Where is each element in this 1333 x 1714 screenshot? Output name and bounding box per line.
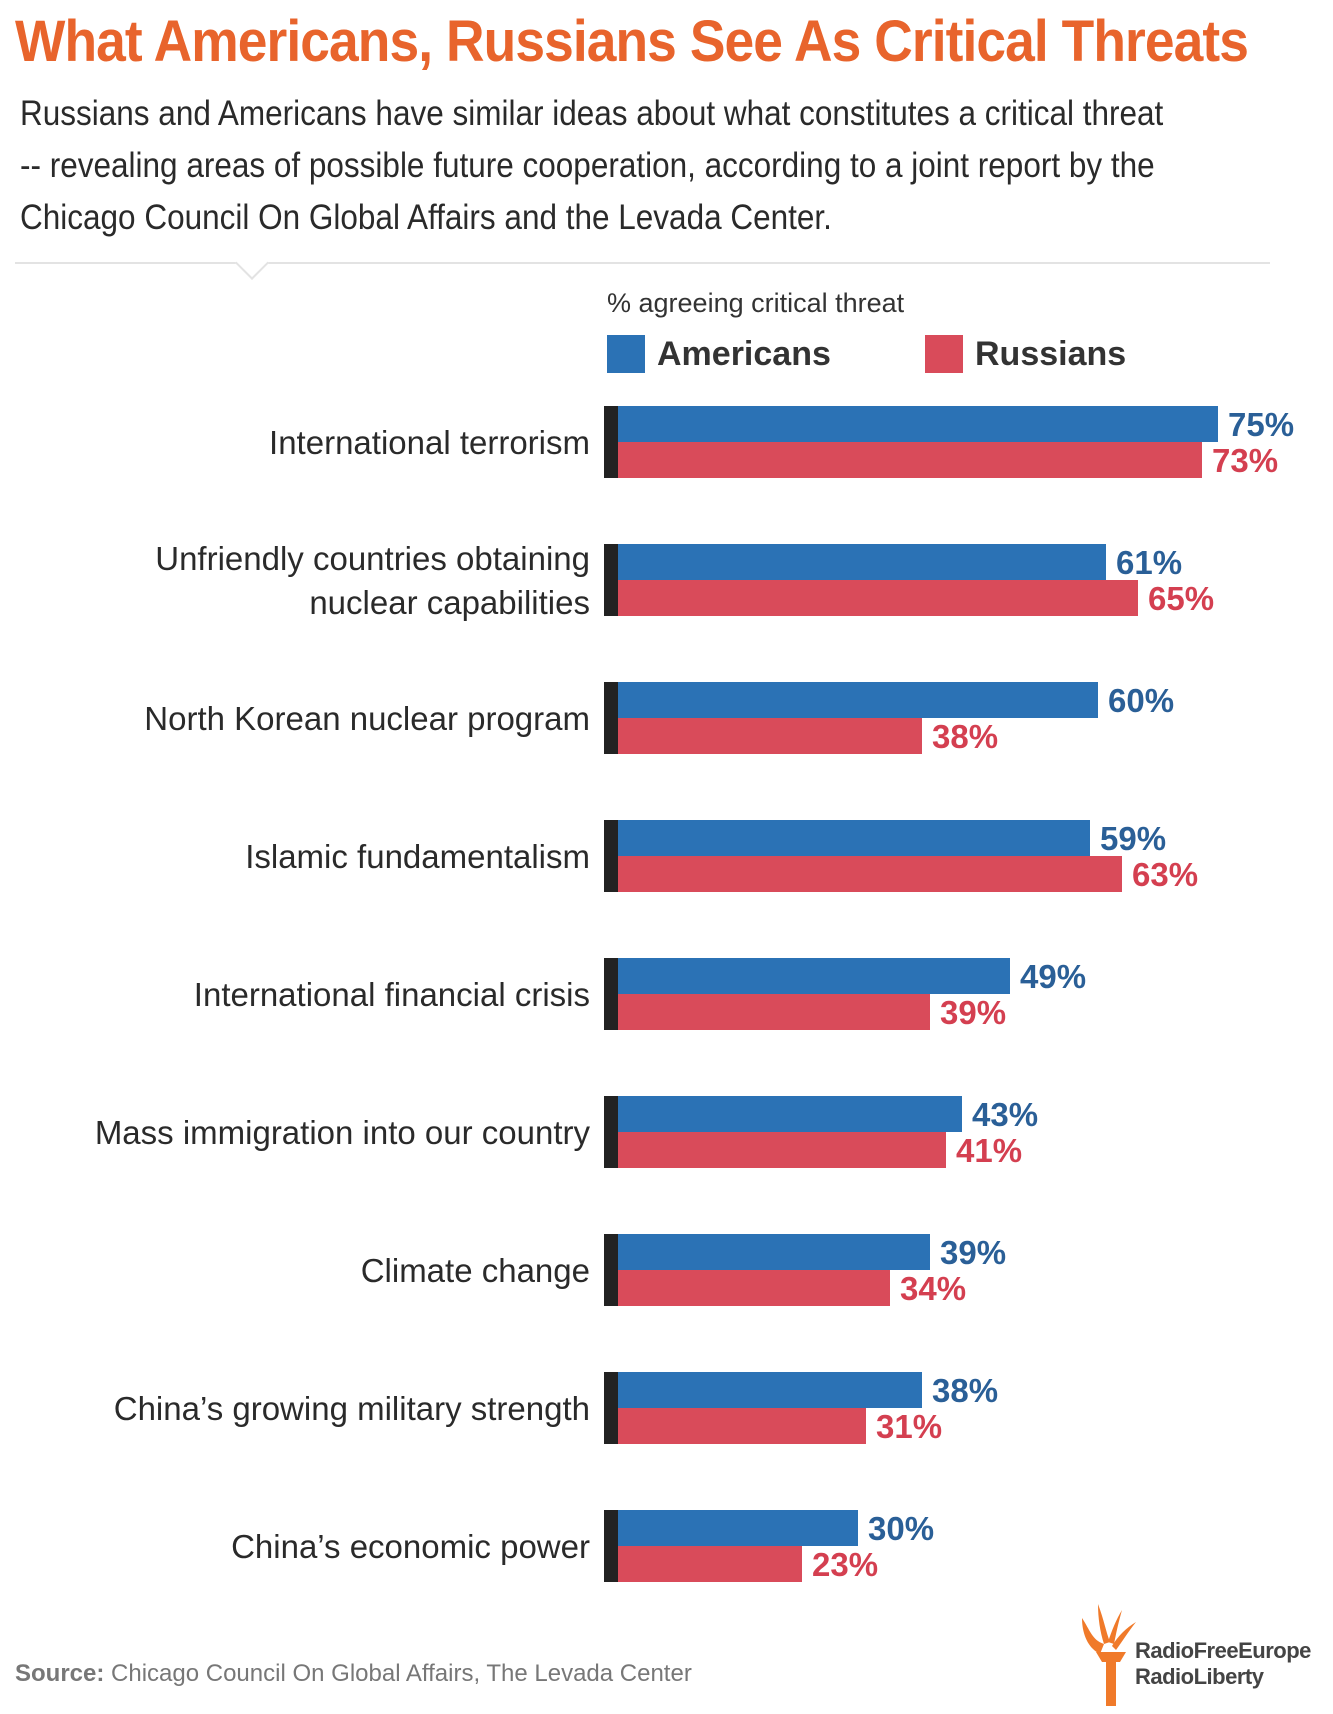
legend-label-americans: Americans (657, 334, 831, 373)
legend-swatch-russians (925, 335, 963, 373)
axis-stub (604, 682, 618, 754)
category-label: China’s growing military strength (114, 1390, 590, 1427)
value-label-americans: 60% (1108, 682, 1174, 719)
value-label-americans: 38% (932, 1372, 998, 1409)
legend-title: % agreeing critical threat (607, 288, 905, 318)
source-note: Source: Chicago Council On Global Affair… (15, 1660, 692, 1688)
bar-russians (618, 1546, 802, 1582)
bar-russians (618, 442, 1202, 478)
divider (15, 262, 1270, 264)
bar-americans (618, 1510, 858, 1546)
bar-americans (618, 406, 1218, 442)
value-label-russians: 65% (1148, 580, 1214, 617)
bar-americans (618, 820, 1090, 856)
chart-subtitle: Russians and Americans have similar idea… (20, 94, 1164, 237)
axis-stub (604, 544, 618, 616)
bar-chart: International terrorism 75%73% Unfriendly … (95, 406, 1294, 1583)
category-label: International terrorism (269, 424, 590, 461)
legend-item-americans: Americans (607, 334, 831, 374)
bar-russians (618, 1408, 866, 1444)
bar-russians (618, 580, 1138, 616)
category-label: Climate change (361, 1252, 590, 1289)
legend-swatch-americans (607, 335, 645, 373)
value-label-russians: 41% (956, 1132, 1022, 1169)
bar-americans (618, 682, 1098, 718)
axis-stub (604, 958, 618, 1030)
logo-text-line2: RadioLiberty (1135, 1664, 1264, 1689)
category-label: Mass immigration into our country (95, 1114, 591, 1151)
bar-russians (618, 1270, 890, 1306)
legend-label-russians: Russians (975, 334, 1127, 373)
category-label: North Korean nuclear program (144, 700, 590, 737)
bar-americans (618, 1234, 930, 1270)
value-label-americans: 61% (1116, 544, 1182, 581)
value-label-americans: 43% (972, 1096, 1038, 1133)
bar-americans (618, 958, 1010, 994)
axis-stub (604, 1510, 618, 1582)
bar-russians (618, 856, 1122, 892)
bar-russians (618, 718, 922, 754)
source-label: Source: (15, 1660, 105, 1687)
logo-text-line1: RadioFreeEurope (1135, 1638, 1311, 1663)
bar-russians (618, 1132, 946, 1168)
value-label-russians: 38% (932, 718, 998, 755)
value-label-americans: 49% (1020, 958, 1086, 995)
bar-americans (618, 544, 1106, 580)
category-label: International financial crisis (194, 976, 590, 1013)
bar-russians (618, 994, 930, 1030)
value-label-russians: 39% (940, 994, 1006, 1031)
rferl-logo-icon (1082, 1604, 1136, 1706)
value-label-americans: 39% (940, 1234, 1006, 1271)
value-label-americans: 30% (868, 1510, 934, 1547)
divider-pointer (235, 246, 269, 280)
category-label: Unfriendly countries obtaining (155, 540, 590, 577)
value-label-russians: 34% (900, 1270, 966, 1307)
source-text: Chicago Council On Global Affairs, The L… (111, 1660, 692, 1687)
axis-stub (604, 820, 618, 892)
axis-stub (604, 1372, 618, 1444)
value-label-russians: 73% (1212, 442, 1278, 479)
category-label: nuclear capabilities (309, 584, 590, 621)
chart-title: What Americans, Russians See As Critical… (15, 9, 1249, 74)
bar-americans (618, 1096, 962, 1132)
legend-item-russians: Russians (925, 334, 1126, 374)
axis-stub (604, 1096, 618, 1168)
axis-stub (604, 406, 618, 478)
category-label: China’s economic power (231, 1528, 590, 1565)
value-label-russians: 31% (876, 1408, 942, 1445)
value-label-russians: 63% (1132, 856, 1198, 893)
category-label: Islamic fundamentalism (245, 838, 590, 875)
bar-americans (618, 1372, 922, 1408)
value-label-americans: 75% (1228, 406, 1294, 443)
value-label-americans: 59% (1100, 820, 1166, 857)
value-label-russians: 23% (812, 1546, 878, 1583)
axis-stub (604, 1234, 618, 1306)
